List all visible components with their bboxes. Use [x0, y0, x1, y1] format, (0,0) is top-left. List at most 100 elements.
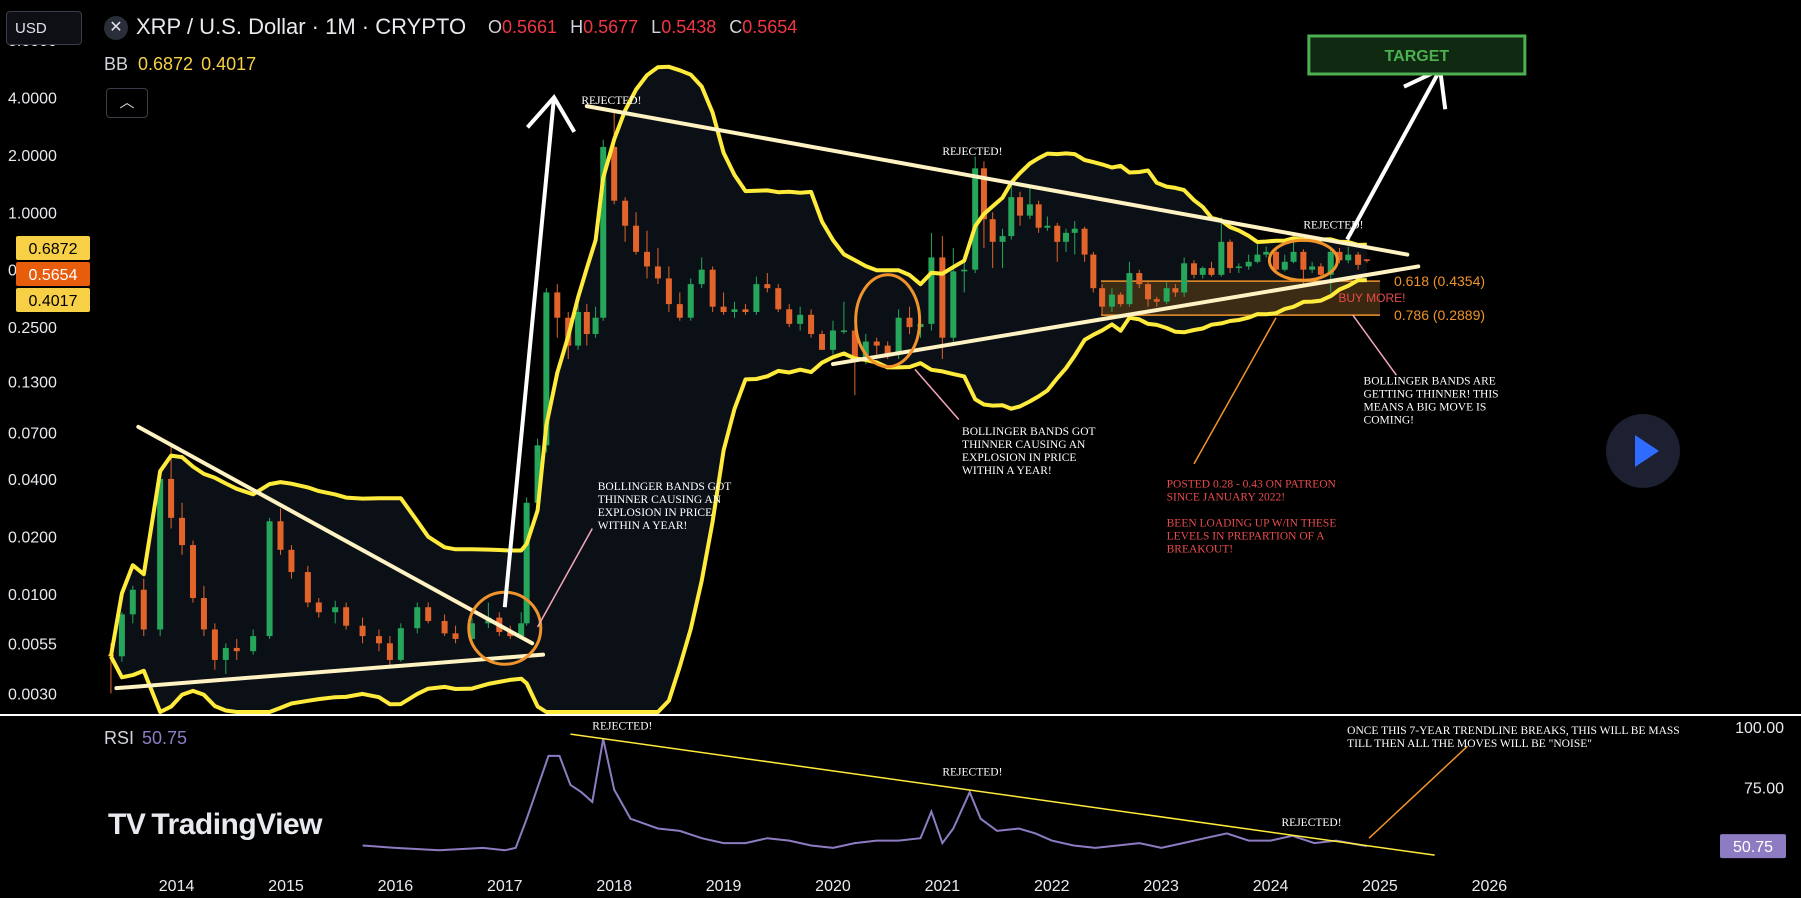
candle-body — [1355, 254, 1362, 265]
time-axis-label: 2018 — [596, 878, 632, 895]
candle-body — [1273, 251, 1280, 270]
candle-body — [1071, 228, 1078, 233]
candle-body — [288, 549, 295, 573]
candle-body — [1044, 225, 1051, 228]
candle-body — [1172, 288, 1179, 293]
candle-body — [862, 341, 869, 360]
candle-body — [819, 334, 826, 350]
bollinger-upper-band — [108, 64, 1367, 657]
candle-body — [414, 607, 421, 629]
trendline-support-2020 — [830, 264, 1421, 367]
currency-selector[interactable]: USD — [6, 11, 82, 45]
candle-body — [386, 643, 393, 660]
drawing-layer: TARGET — [114, 34, 1527, 691]
pointer-patreon — [1193, 317, 1277, 465]
bb-indicator-legend[interactable]: BB 0.6872 0.4017 — [104, 54, 264, 75]
play-icon — [1635, 435, 1659, 467]
candle-body — [1190, 263, 1197, 275]
rsi-legend[interactable]: RSI 50.75 — [104, 728, 187, 749]
candle-body — [1153, 299, 1160, 302]
arrow-2017-breakout — [502, 97, 556, 608]
annotation-text: COMING! — [1364, 415, 1414, 427]
pointer-2020 — [914, 368, 960, 420]
ohlc-key-close: C — [729, 17, 743, 37]
candle-body — [1235, 266, 1242, 269]
annotation-text: THINNER CAUSING AN — [962, 439, 1086, 451]
time-axis-label: 2022 — [1034, 878, 1070, 895]
circle-2020-squeeze — [854, 273, 922, 369]
close-x-icon[interactable]: ✕ — [104, 16, 128, 40]
annotation-text: WITHIN A YEAR! — [598, 520, 688, 532]
rsi-layer: REJECTED! REJECTED! REJECTED! ONCE THIS 7-Y… — [362, 720, 1786, 859]
price-tag-bb-upper — [16, 236, 90, 260]
candle-body — [554, 292, 561, 318]
price-axis-label: 0.0400 — [8, 472, 57, 489]
time-axis-label: 2017 — [487, 878, 523, 895]
candle-body — [592, 317, 599, 335]
candle-body — [523, 502, 530, 624]
candle-body — [211, 629, 218, 660]
axis-layer: 8.00004.00002.00001.00000.50000.25000.13… — [0, 33, 1801, 895]
candle-body — [742, 309, 749, 313]
price-tag-bb-lower — [16, 288, 90, 312]
price-axis-label: 4.0000 — [8, 90, 57, 107]
trendline-resistance-2014 — [136, 424, 535, 646]
annotation-text: REJECTED! — [592, 720, 652, 732]
candle-body — [233, 647, 240, 652]
candle-body — [1062, 232, 1069, 242]
candle-body — [665, 278, 672, 305]
candle-body — [343, 607, 350, 626]
candle-body — [1108, 294, 1115, 307]
ohlc-key-low: L — [651, 17, 662, 37]
candle-body — [250, 636, 257, 652]
annotation-text: BOLLINGER BANDS ARE — [1364, 376, 1496, 388]
play-button[interactable] — [1606, 414, 1680, 488]
candle-body — [698, 269, 705, 285]
candle-body — [1017, 197, 1024, 216]
time-axis-label: 2025 — [1362, 878, 1398, 895]
pointer-2017 — [536, 528, 593, 628]
candle-body — [179, 517, 186, 546]
candle-body — [359, 625, 366, 637]
candle-body — [543, 292, 550, 446]
time-axis-label: 2024 — [1253, 878, 1289, 895]
candle-body — [304, 572, 311, 603]
candle-body — [222, 647, 229, 660]
candle-body — [928, 257, 935, 324]
candle-body — [397, 628, 404, 660]
candle-body — [980, 168, 987, 220]
candle-body — [786, 309, 793, 324]
annotation-text: EXPLOSION IN PRICE — [598, 507, 712, 519]
candle-body — [1327, 251, 1334, 275]
annotation-text: BOLLINGER BANDS GOT — [962, 426, 1096, 438]
ohlc-value-high: 0.5677 — [583, 17, 639, 37]
annotation-text: REJECTED! — [581, 95, 641, 107]
rsi-axis-label: 100.00 — [1735, 720, 1784, 737]
price-axis-label: 2.0000 — [8, 148, 57, 165]
candle-body — [654, 266, 661, 279]
time-axis-label: 2014 — [159, 878, 195, 895]
annotation-text: POSTED 0.28 - 0.43 ON PATREON — [1167, 479, 1337, 491]
candle-body — [999, 236, 1006, 242]
rsi-axis-label: 75.00 — [1744, 780, 1784, 797]
candle-body — [315, 602, 322, 613]
candle-body — [1199, 268, 1206, 275]
candle-body — [895, 317, 902, 355]
candle-body — [764, 284, 771, 289]
candle-body — [808, 314, 815, 335]
rsi-pointer — [1368, 745, 1468, 839]
candle-body — [1281, 261, 1288, 270]
candle-body — [1309, 266, 1316, 270]
candle-body — [332, 607, 339, 613]
price-tag-text: 0.6872 — [29, 241, 78, 258]
candle-body — [452, 633, 459, 639]
fib-label: 0.618 (0.4354) — [1394, 273, 1485, 289]
rsi-trendline — [570, 733, 1435, 856]
annotation-text: REJECTED! — [942, 146, 1002, 158]
candle-body — [1163, 288, 1170, 302]
tradingview-logo[interactable]: TV TradingView — [108, 808, 323, 842]
candle-body — [1136, 273, 1143, 285]
chevron-up-icon[interactable]: ︿ — [106, 88, 148, 118]
